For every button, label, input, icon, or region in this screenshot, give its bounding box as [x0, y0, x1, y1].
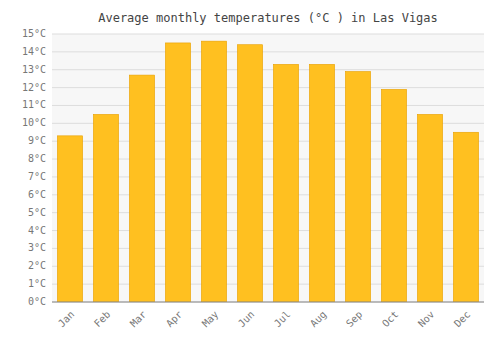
grid-line	[52, 87, 484, 88]
y-tick-label: 2°C	[28, 260, 46, 271]
x-tick-label: Oct	[380, 309, 401, 330]
bar	[417, 114, 442, 302]
x-tick-label: Sep	[344, 309, 365, 330]
y-tick-label: 12°C	[22, 82, 46, 93]
plot-background	[52, 34, 484, 302]
x-tick-label: Apr	[164, 309, 185, 330]
x-tick-label: Nov	[416, 309, 437, 330]
y-tick-label: 5°C	[28, 207, 46, 218]
x-tick-label: Aug	[308, 309, 329, 330]
y-tick-label: 6°C	[28, 189, 46, 200]
y-tick-label: 3°C	[28, 242, 46, 253]
bar	[309, 64, 334, 302]
x-tick-label: Jul	[272, 309, 293, 330]
grid-line	[52, 34, 484, 35]
bar	[129, 75, 154, 302]
bar	[453, 132, 478, 302]
x-tick-label: Jan	[56, 309, 77, 330]
bar	[93, 114, 118, 302]
bar	[165, 43, 190, 302]
x-tick-label: Jun	[236, 309, 257, 330]
bar	[345, 72, 370, 302]
bar	[381, 89, 406, 302]
grid-line	[52, 69, 484, 70]
chart-svg: 0°C 1°C 2°C 3°C 4°C 5°C 6°C 7°C 8°C 9°C 10°C 11°C 12…	[0, 0, 500, 350]
chart-title: Average monthly temperatures (°C ) in La…	[98, 11, 438, 25]
y-tick-label: 15°C	[22, 28, 46, 39]
bars	[57, 41, 478, 302]
y-tick-label: 10°C	[22, 117, 46, 128]
y-tick-label: 7°C	[28, 171, 46, 182]
y-tick-label: 1°C	[28, 278, 46, 289]
y-tick-label: 9°C	[28, 135, 46, 146]
grid	[52, 34, 484, 302]
chart-container: 0°C 1°C 2°C 3°C 4°C 5°C 6°C 7°C 8°C 9°C 10°C 11°C 12…	[0, 0, 500, 350]
y-tick-label: 11°C	[22, 99, 46, 110]
x-tick-label: Mar	[128, 309, 149, 330]
y-tick-label: 14°C	[22, 46, 46, 57]
x-tick-label: Feb	[92, 309, 113, 330]
y-tick-label: 8°C	[28, 153, 46, 164]
grid-line	[52, 105, 484, 106]
x-tick-label: Dec	[452, 309, 473, 330]
bar	[237, 45, 262, 302]
grid-line	[52, 51, 484, 52]
bar	[57, 136, 82, 302]
grid-line	[52, 302, 484, 303]
bar	[201, 41, 226, 302]
y-tick-label: 13°C	[22, 64, 46, 75]
x-tick-label: May	[200, 309, 221, 330]
y-tick-label: 0°C	[28, 296, 46, 307]
bar	[273, 64, 298, 302]
x-axis-line	[52, 302, 484, 303]
y-tick-label: 4°C	[28, 225, 46, 236]
